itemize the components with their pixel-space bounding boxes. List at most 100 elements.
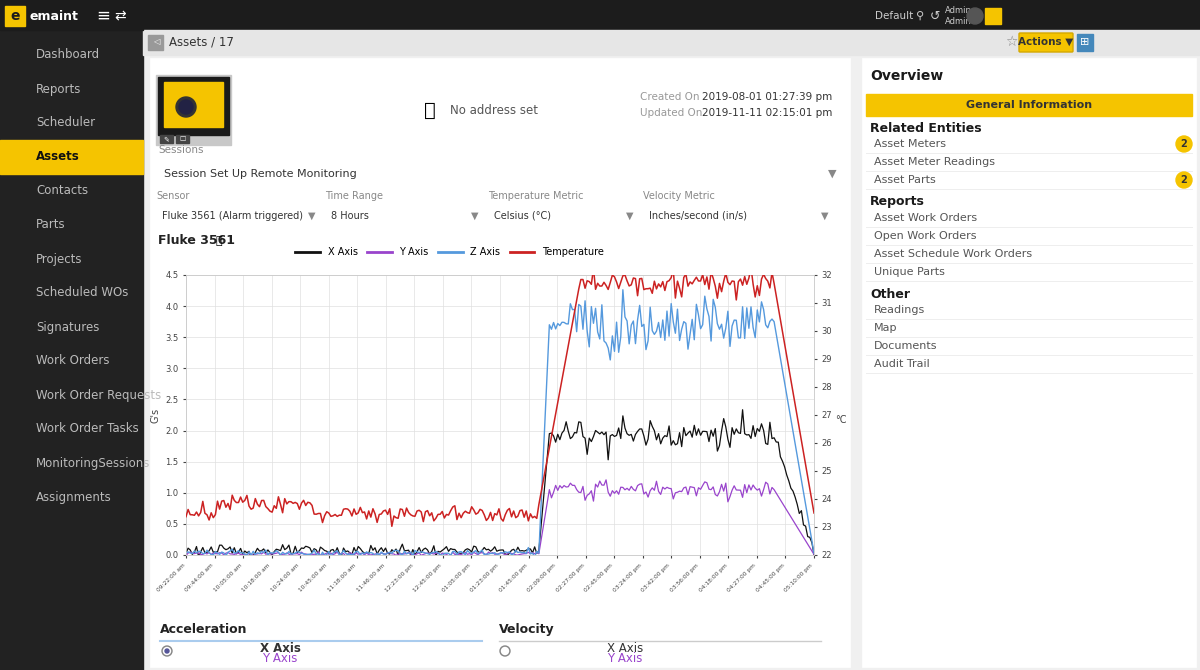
Y-axis label: G's: G's [151, 407, 161, 423]
Text: Velocity: Velocity [499, 623, 554, 636]
Text: Reports: Reports [36, 82, 82, 96]
Text: Contacts: Contacts [36, 184, 88, 198]
Bar [143, 55, 1200, 670]
Text: Open Work Orders: Open Work Orders [874, 231, 977, 241]
Text: ☆: ☆ [1006, 35, 1018, 49]
Bar [5, 6, 25, 26]
Bar [0, 30, 143, 670]
Text: Asset Schedule Work Orders: Asset Schedule Work Orders [874, 249, 1032, 259]
Text: Reports: Reports [870, 196, 925, 208]
Text: emaint: emaint [30, 9, 79, 23]
Text: Celsius (°C): Celsius (°C) [494, 211, 551, 221]
Circle shape [176, 97, 196, 117]
Text: Asset Parts: Asset Parts [874, 175, 936, 185]
Bar [0, 0, 1200, 30]
Legend: X Axis, Y Axis, Z Axis, Temperature: X Axis, Y Axis, Z Axis, Temperature [292, 243, 608, 261]
Bar [156, 165, 838, 183]
Text: MonitoringSessions: MonitoringSessions [36, 456, 150, 470]
Bar [1078, 34, 1093, 51]
Bar [164, 82, 223, 127]
Bar [160, 135, 173, 143]
Bar [150, 58, 850, 667]
Text: Velocity Metric: Velocity Metric [643, 191, 715, 201]
Text: Readings: Readings [874, 305, 925, 315]
Text: ◁: ◁ [152, 38, 160, 46]
Bar [866, 94, 1192, 116]
Text: Sensor: Sensor [156, 191, 190, 201]
Text: Overview: Overview [870, 69, 943, 83]
Text: Y Axis: Y Axis [263, 653, 298, 665]
Text: No address set: No address set [450, 103, 538, 117]
Text: Asset Meter Readings: Asset Meter Readings [874, 157, 995, 167]
Circle shape [967, 8, 983, 24]
Text: Projects: Projects [36, 253, 83, 265]
Text: Created On: Created On [640, 92, 700, 102]
Text: X Axis: X Axis [259, 641, 300, 655]
FancyBboxPatch shape [1019, 33, 1073, 52]
Bar [143, 30, 1200, 55]
Text: 📍: 📍 [424, 100, 436, 119]
Text: Y Axis: Y Axis [607, 653, 643, 665]
Bar [0, 0, 143, 30]
Text: ▼: ▼ [470, 211, 479, 221]
Text: ▼: ▼ [308, 211, 316, 221]
Text: X Axis: X Axis [607, 641, 643, 655]
Text: Work Order Requests: Work Order Requests [36, 389, 161, 401]
Text: ↺: ↺ [930, 9, 941, 23]
Bar [156, 615, 486, 665]
Text: Documents: Documents [874, 341, 937, 351]
Bar [148, 35, 163, 50]
Text: Inches/second (in/s): Inches/second (in/s) [649, 211, 746, 221]
Y-axis label: °C: °C [835, 415, 846, 425]
Text: Default: Default [875, 11, 913, 21]
Text: Related Entities: Related Entities [870, 121, 982, 135]
Text: General Information: General Information [966, 100, 1092, 110]
Text: Sessions: Sessions [158, 145, 204, 155]
Text: Asset Meters: Asset Meters [874, 139, 946, 149]
Text: Fluke 3561 (Alarm triggered): Fluke 3561 (Alarm triggered) [162, 211, 302, 221]
Text: ⊞: ⊞ [1080, 37, 1090, 47]
Text: Updated On: Updated On [640, 108, 702, 118]
Bar [176, 135, 190, 143]
Bar [488, 207, 636, 225]
Text: Actions ▼: Actions ▼ [1019, 37, 1074, 47]
Circle shape [1176, 172, 1192, 188]
Text: ✎: ✎ [163, 136, 169, 142]
Circle shape [166, 649, 169, 653]
Text: Dashboard: Dashboard [36, 48, 100, 62]
Text: Session Set Up Remote Monitoring: Session Set Up Remote Monitoring [164, 169, 356, 179]
Text: Parts: Parts [36, 218, 66, 232]
Text: Asset Work Orders: Asset Work Orders [874, 213, 977, 223]
Text: Scheduler: Scheduler [36, 117, 95, 129]
Text: 🔔: 🔔 [216, 236, 223, 246]
Text: Assets: Assets [36, 151, 79, 163]
Circle shape [502, 647, 509, 655]
Text: e: e [11, 9, 19, 23]
Bar [158, 77, 229, 135]
Text: Audit Trail: Audit Trail [874, 359, 930, 369]
Bar [985, 8, 1001, 24]
Bar [156, 207, 318, 225]
Text: ▼: ▼ [828, 169, 836, 179]
Circle shape [162, 646, 172, 656]
Bar [156, 75, 230, 145]
Circle shape [500, 646, 510, 656]
Text: Assets / 17: Assets / 17 [169, 36, 234, 48]
Text: ▼: ▼ [821, 211, 828, 221]
Text: ▼: ▼ [626, 211, 634, 221]
Text: Acceleration: Acceleration [160, 623, 247, 636]
Text: Assignments: Assignments [36, 490, 112, 503]
Text: ☐: ☐ [179, 136, 185, 142]
Text: Unique Parts: Unique Parts [874, 267, 944, 277]
Text: Other: Other [870, 287, 910, 301]
Text: 2019-08-01 01:27:39 pm: 2019-08-01 01:27:39 pm [702, 92, 833, 102]
Text: ⚲: ⚲ [916, 11, 924, 21]
Circle shape [179, 100, 193, 114]
Text: Scheduled WOs: Scheduled WOs [36, 287, 128, 299]
Text: Time Range: Time Range [325, 191, 383, 201]
Circle shape [1176, 136, 1192, 152]
Text: Map: Map [874, 323, 898, 333]
Text: 2: 2 [1181, 139, 1187, 149]
Text: 2: 2 [1181, 175, 1187, 185]
Bar [325, 207, 481, 225]
